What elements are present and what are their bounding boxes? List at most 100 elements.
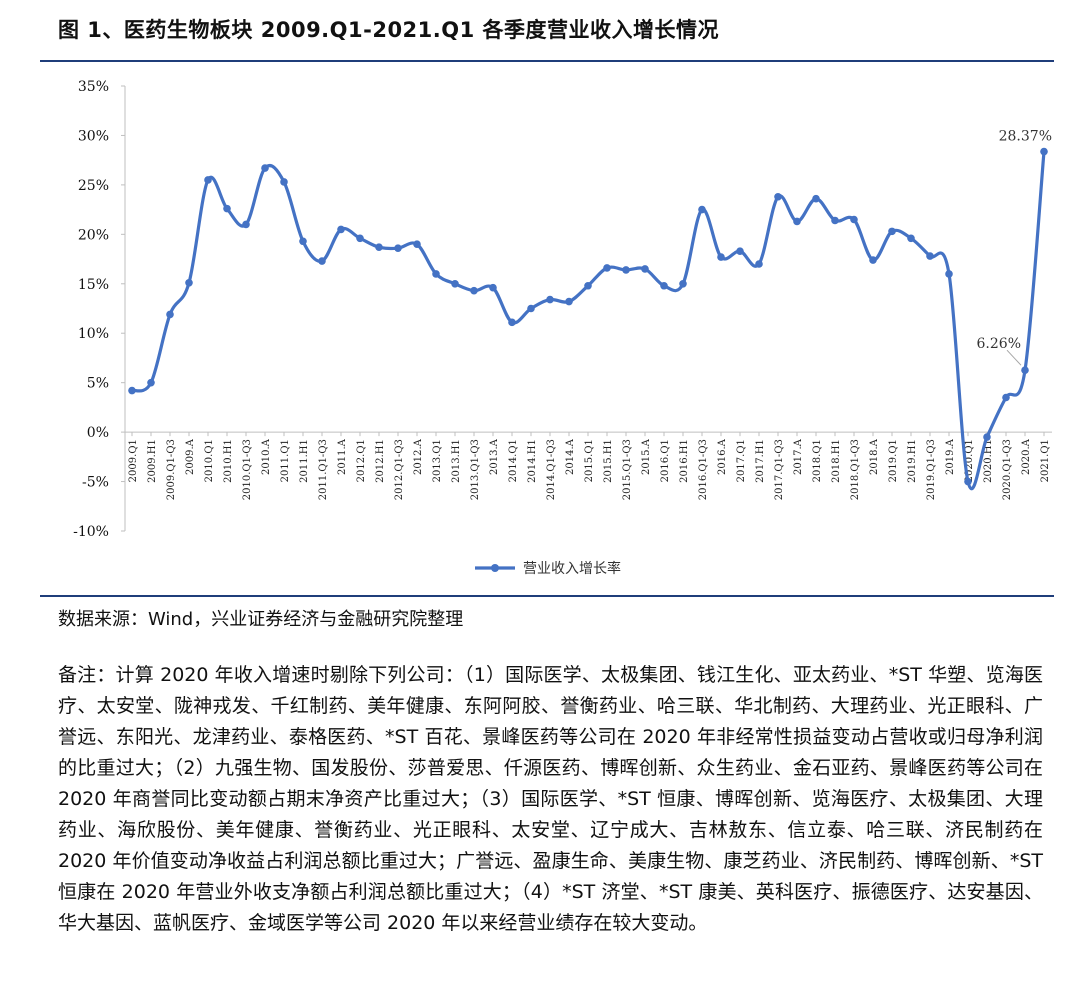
data-point [717,253,725,261]
data-point [413,240,421,249]
y-tick-label: 5% [87,376,109,392]
data-point [641,265,649,273]
x-tick-label: 2012.Q1 [356,439,367,482]
y-tick-label: 0% [87,425,109,441]
x-tick-label: 2014.Q1-Q3 [546,439,557,500]
series-line [130,149,1046,491]
x-tick-label: 2012.H1 [375,439,386,483]
x-tick-label: 2017.Q1 [736,439,747,482]
top-rule [40,60,1054,62]
data-point [527,304,535,313]
x-axis: 2009.Q1 2009.H1 2009.Q1-Q3 2009.A 2010.Q1 201… [125,431,1052,500]
data-point [280,178,288,186]
data-point [831,216,839,225]
data-point [1021,366,1029,375]
data-label: 28.37% [999,129,1052,145]
note-text: 备注：计算 2020 年收入增速时剔除下列公司：（1）国际医学、太极集团、钱江生… [58,664,1043,934]
x-tick-label: 2011.Q1 [280,439,291,482]
x-tick-label: 2016.H1 [679,439,690,483]
x-tick-label: 2015.A [641,438,652,475]
data-point [964,477,972,486]
data-point [147,378,155,387]
line-chart: 35%30%25%20%15%10%5%0%-5%-10% 2009.Q1 200… [73,79,1052,577]
data-point [223,204,231,213]
data-point [736,247,744,255]
data-point [242,220,250,229]
x-tick-label: 2018.H1 [831,439,842,483]
data-point [812,194,820,203]
x-tick-label: 2009.A [185,438,196,475]
data-point [394,244,402,252]
x-tick-label: 2009.Q1 [128,439,139,482]
data-point [1040,147,1048,156]
y-tick-label: 30% [78,128,109,144]
x-tick-label: 2011.Q1-Q3 [318,439,329,500]
data-point [584,281,592,290]
y-tick-label: 15% [78,277,109,293]
y-axis: 35% 30% 25% 20% 15% 10% 5% 0% -5% -10% [73,79,126,540]
legend: 营业收入增长率 [475,560,621,577]
data-point [470,286,478,295]
x-tick-label: 2013.H1 [451,439,462,483]
data-point [888,227,896,236]
x-tick-label: 2015.Q1-Q3 [622,439,633,500]
x-tick-label: 2019.Q1-Q3 [926,439,937,500]
y-tick-label: 20% [78,227,109,243]
x-tick-label: 2012.A [413,438,424,475]
x-tick-label: 2012.Q1-Q3 [394,439,405,500]
source-text: 数据来源：Wind，兴业证券经济与金融研究院整理 [58,609,464,630]
x-tick-label: 2020.H1 [983,439,994,483]
data-point [356,234,364,243]
x-tick-label: 2010.Q1-Q3 [242,439,253,500]
data-point [565,297,573,306]
x-tick-label: 2018.Q1 [812,439,823,482]
data-point [622,266,630,274]
data-point [603,264,611,272]
annotation-leader [1006,349,1022,366]
x-tick-label: 2019.A [945,438,956,475]
data-point [793,217,801,226]
data-point [546,295,554,304]
legend-label: 营业收入增长率 [523,560,621,577]
x-tick-label: 2015.H1 [603,439,614,483]
x-tick-label: 2010.Q1 [204,439,215,482]
data-label: 6.26% [977,336,1021,352]
x-tick-label: 2015.Q1 [584,439,595,482]
x-tick-label: 2019.Q1 [888,439,899,482]
x-tick-label: 2014.H1 [527,439,538,483]
data-point [755,260,763,268]
x-tick-label: 2021.Q1 [1040,439,1051,482]
data-point [508,318,516,327]
data-point [375,243,383,251]
x-tick-label: 2016.Q1-Q3 [698,439,709,500]
data-point [432,270,440,278]
data-point [850,215,858,224]
y-tick-label: -5% [82,475,109,491]
x-tick-label: 2013.Q1 [432,439,443,482]
annotations: 6.26% 28.37% [977,129,1052,366]
data-point [1002,393,1010,402]
data-point [299,237,307,246]
x-tick-label: 2017.A [793,438,804,475]
data-point [660,281,668,290]
series-revenue-growth [128,147,1048,491]
x-tick-label: 2020.Q1 [964,439,975,482]
data-point [926,252,934,260]
data-point [318,257,326,265]
legend-marker [491,564,499,572]
y-tick-label: 35% [78,79,109,95]
x-tick-label: 2016.Q1 [660,439,671,482]
x-tick-label: 2018.Q1-Q3 [850,439,861,500]
x-tick-label: 2018.A [869,438,880,475]
data-point [489,283,497,292]
data-point [261,164,269,172]
x-tick-label: 2009.Q1-Q3 [166,439,177,500]
figure-title: 图 1、医药生物板块 2009.Q1-2021.Q1 各季度营业收入增长情况 [58,18,720,42]
bottom-rule [40,595,1054,597]
y-tick-label: -10% [73,524,109,540]
data-point [451,279,459,288]
data-point [166,310,174,319]
x-tick-label: 2013.A [489,438,500,475]
data-point [204,176,212,184]
data-point [774,192,782,201]
